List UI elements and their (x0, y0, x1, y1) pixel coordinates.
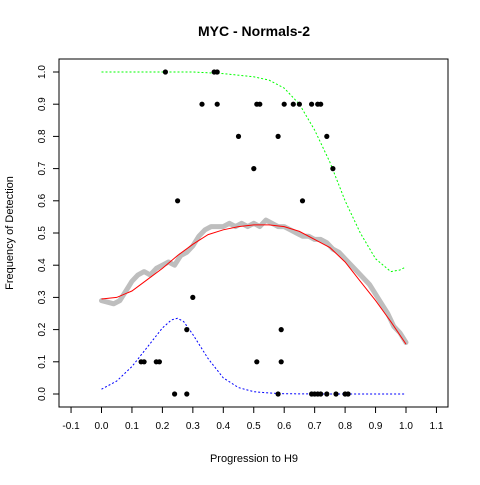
y-axis-label: Frequency of Detection (4, 176, 16, 290)
y-tick-label: 0.0 (37, 387, 48, 401)
data-point (318, 391, 324, 397)
x-tick-label: 0.0 (95, 421, 109, 432)
red-fit-curve (101, 224, 407, 345)
x-tick-label: 0.9 (369, 421, 383, 432)
data-point (156, 359, 162, 365)
green-fit-curve (101, 71, 407, 273)
y-tick-label: 0.4 (37, 258, 48, 272)
blue-fit-curve (101, 317, 406, 395)
data-point (214, 69, 220, 75)
data-point (345, 391, 351, 397)
data-point (281, 101, 287, 107)
data-point (254, 359, 260, 365)
axes: -0.1 0.0 0.1 0.2 0.3 0.4 0.5 0.6 0.7 0.8 0.9 1.0 1.1… (37, 65, 444, 432)
data-point (299, 198, 306, 204)
x-tick-label: 1.1 (429, 421, 443, 432)
x-tick-label: 0.8 (338, 421, 352, 432)
y-tick-label: 0.7 (37, 161, 48, 175)
data-point (190, 294, 196, 300)
x-tick-label: 0.1 (125, 421, 139, 432)
curve-layer (101, 71, 407, 395)
chart-title: MYC - Normals-2 (198, 23, 310, 39)
x-axis-label: Progression to H9 (210, 453, 298, 465)
data-point (199, 101, 205, 107)
data-point (296, 101, 302, 107)
data-point (251, 166, 257, 172)
data-point (162, 69, 168, 75)
gray-trace-line (99, 217, 409, 345)
data-point (257, 101, 263, 107)
y-tick-label: 0.5 (37, 226, 48, 240)
x-tick-label: 0.2 (155, 421, 169, 432)
gray-trace-layer (99, 217, 409, 345)
data-point (333, 391, 339, 397)
data-point (278, 327, 284, 333)
data-point (309, 101, 315, 107)
data-point (318, 101, 324, 107)
x-tick-label: 0.3 (186, 421, 200, 432)
data-point (324, 133, 330, 139)
x-tick-label: 1.0 (399, 421, 413, 432)
x-tick-label: 0.7 (308, 421, 322, 432)
x-tick-label: -0.1 (62, 421, 80, 432)
data-point (330, 166, 336, 172)
y-tick-label: 0.6 (37, 193, 48, 207)
data-point (275, 391, 281, 397)
y-tick-label: 0.1 (37, 354, 48, 368)
data-point (214, 101, 220, 107)
plot-frame (58, 58, 449, 408)
data-point (324, 391, 330, 397)
y-tick-label: 1.0 (37, 65, 48, 79)
y-tick-label: 0.9 (37, 97, 48, 111)
y-tick-label: 0.2 (37, 322, 48, 336)
data-point (275, 133, 281, 139)
y-tick-label: 0.3 (37, 290, 48, 304)
y-tick-label: 0.8 (37, 129, 48, 143)
data-point (290, 101, 296, 107)
data-point (141, 359, 147, 365)
data-point (278, 359, 284, 365)
data-point (172, 391, 178, 397)
data-point (184, 327, 190, 333)
points-layer (138, 69, 351, 397)
x-tick-label: 0.4 (216, 421, 230, 432)
data-point (175, 198, 181, 204)
x-tick-label: 0.5 (247, 421, 261, 432)
data-point (184, 391, 190, 397)
data-point (235, 133, 242, 139)
x-tick-label: 0.6 (277, 421, 291, 432)
